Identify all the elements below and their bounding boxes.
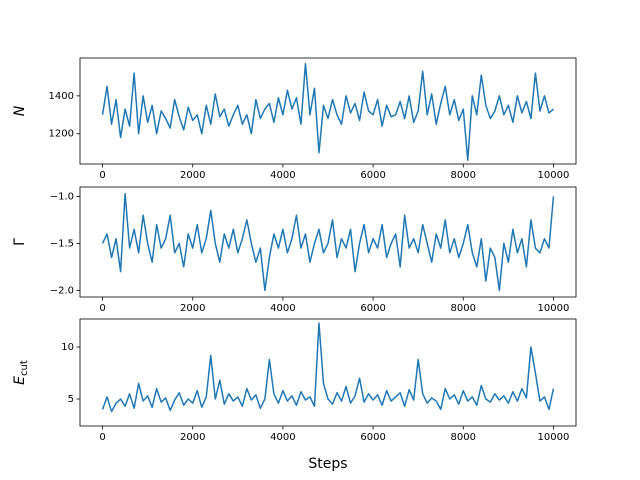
x-tick-label: 4000 bbox=[270, 303, 295, 314]
x-tick-label: 6000 bbox=[360, 170, 385, 181]
x-tick-label: 0 bbox=[99, 170, 105, 181]
x-tick-label: 10000 bbox=[538, 170, 570, 181]
y-tick-label: −1.5 bbox=[50, 238, 74, 249]
axes-frame bbox=[79, 318, 577, 427]
x-tick-label: 0 bbox=[99, 432, 105, 443]
x-tick-label: 0 bbox=[99, 303, 105, 314]
y-tick-label: 1400 bbox=[49, 91, 74, 102]
y-tick-label: −1.0 bbox=[50, 191, 74, 202]
x-tick-label: 2000 bbox=[180, 303, 205, 314]
x-tick-label: 2000 bbox=[180, 432, 205, 443]
x-tick-label: 6000 bbox=[360, 303, 385, 314]
y-axis-label-subscript: cut bbox=[19, 360, 30, 376]
data-line bbox=[101, 322, 555, 413]
y-tick-label: 5 bbox=[68, 394, 74, 405]
data-line bbox=[101, 192, 555, 292]
axes-frame bbox=[79, 186, 577, 298]
y-axis-label-main: N bbox=[12, 105, 28, 116]
y-axis-label-main: Γ bbox=[12, 238, 28, 246]
x-tick-label: 8000 bbox=[451, 432, 476, 443]
y-axis-label-main: E bbox=[12, 376, 28, 385]
x-tick-label: 2000 bbox=[180, 170, 205, 181]
y-axis-label: Γ bbox=[12, 238, 28, 246]
x-tick-label: 10000 bbox=[538, 303, 570, 314]
axes-frame bbox=[79, 57, 577, 165]
data-line bbox=[101, 62, 554, 161]
x-tick-label: 8000 bbox=[451, 170, 476, 181]
y-tick-label: 1200 bbox=[49, 129, 74, 140]
x-tick-label: 6000 bbox=[360, 432, 385, 443]
x-tick-label: 4000 bbox=[270, 170, 295, 181]
x-axis-label: Steps bbox=[308, 456, 347, 472]
x-tick-label: 8000 bbox=[451, 303, 476, 314]
y-axis-label: Ecut bbox=[12, 360, 30, 385]
y-tick-label: 10 bbox=[61, 342, 74, 353]
x-tick-label: 4000 bbox=[270, 432, 295, 443]
x-tick-label: 10000 bbox=[538, 432, 570, 443]
y-axis-label: N bbox=[12, 105, 28, 116]
y-tick-label: −2.0 bbox=[50, 285, 74, 296]
